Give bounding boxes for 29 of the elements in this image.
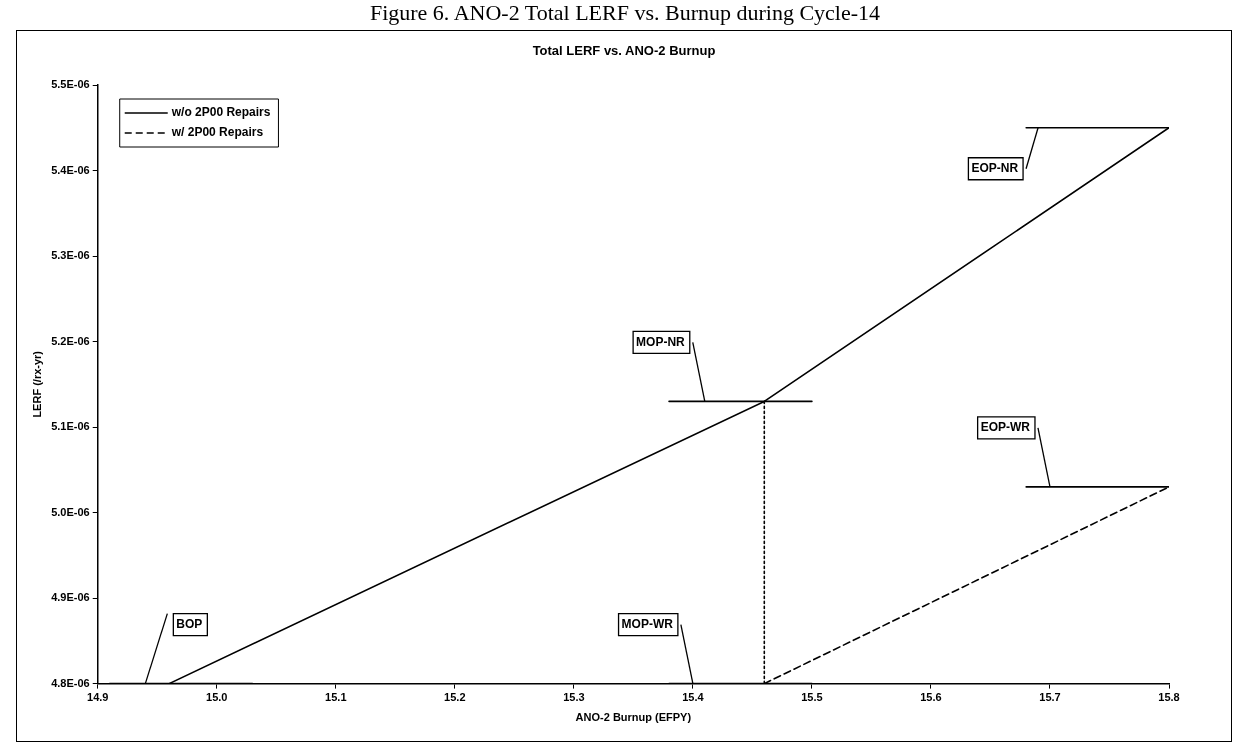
x-axis-title: ANO-2 Burnup (EFPY): [575, 711, 692, 724]
legend-label: w/o 2P00 Repairs: [170, 105, 271, 120]
y-axis-title: LERF (/rx-yr): [30, 350, 43, 418]
y-tick-label: 5.5E-06: [51, 78, 90, 91]
x-tick-label: 15.8: [1158, 691, 1180, 704]
x-tick-label: 15.1: [325, 691, 347, 704]
chart-title: Figure 6. ANO-2 Total LERF vs. Burnup during Cycle-14: [368, 0, 882, 26]
y-tick-label: 5.4E-06: [51, 163, 90, 176]
annotation: EOP-WR: [980, 420, 1031, 435]
x-tick-label: 15.6: [920, 691, 942, 704]
y-tick-label: 4.8E-06: [51, 676, 90, 689]
x-tick-label: 15.7: [1039, 691, 1061, 704]
x-tick-label: 15.3: [563, 691, 585, 704]
chart-subtitle: Total LERF vs. ANO-2 Burnup: [531, 43, 717, 58]
y-tick-label: 5.0E-06: [51, 505, 90, 518]
annotation: MOP-WR: [621, 616, 674, 631]
x-tick-label: 15.2: [444, 691, 466, 704]
y-tick-label: 4.9E-06: [51, 591, 90, 604]
y-tick-label: 5.2E-06: [51, 334, 90, 347]
x-tick-label: 15.0: [206, 691, 228, 704]
annotation: BOP: [176, 616, 203, 631]
y-tick-label: 5.1E-06: [51, 420, 90, 433]
y-tick-label: 5.3E-06: [51, 249, 90, 262]
annotation: MOP-NR: [636, 334, 686, 349]
x-tick-label: 15.5: [801, 691, 823, 704]
annotation: EOP-NR: [971, 161, 1019, 176]
x-tick-label: 15.4: [682, 691, 705, 704]
legend-label: w/ 2P00 Repairs: [170, 125, 264, 140]
x-tick-label: 14.9: [87, 691, 109, 704]
